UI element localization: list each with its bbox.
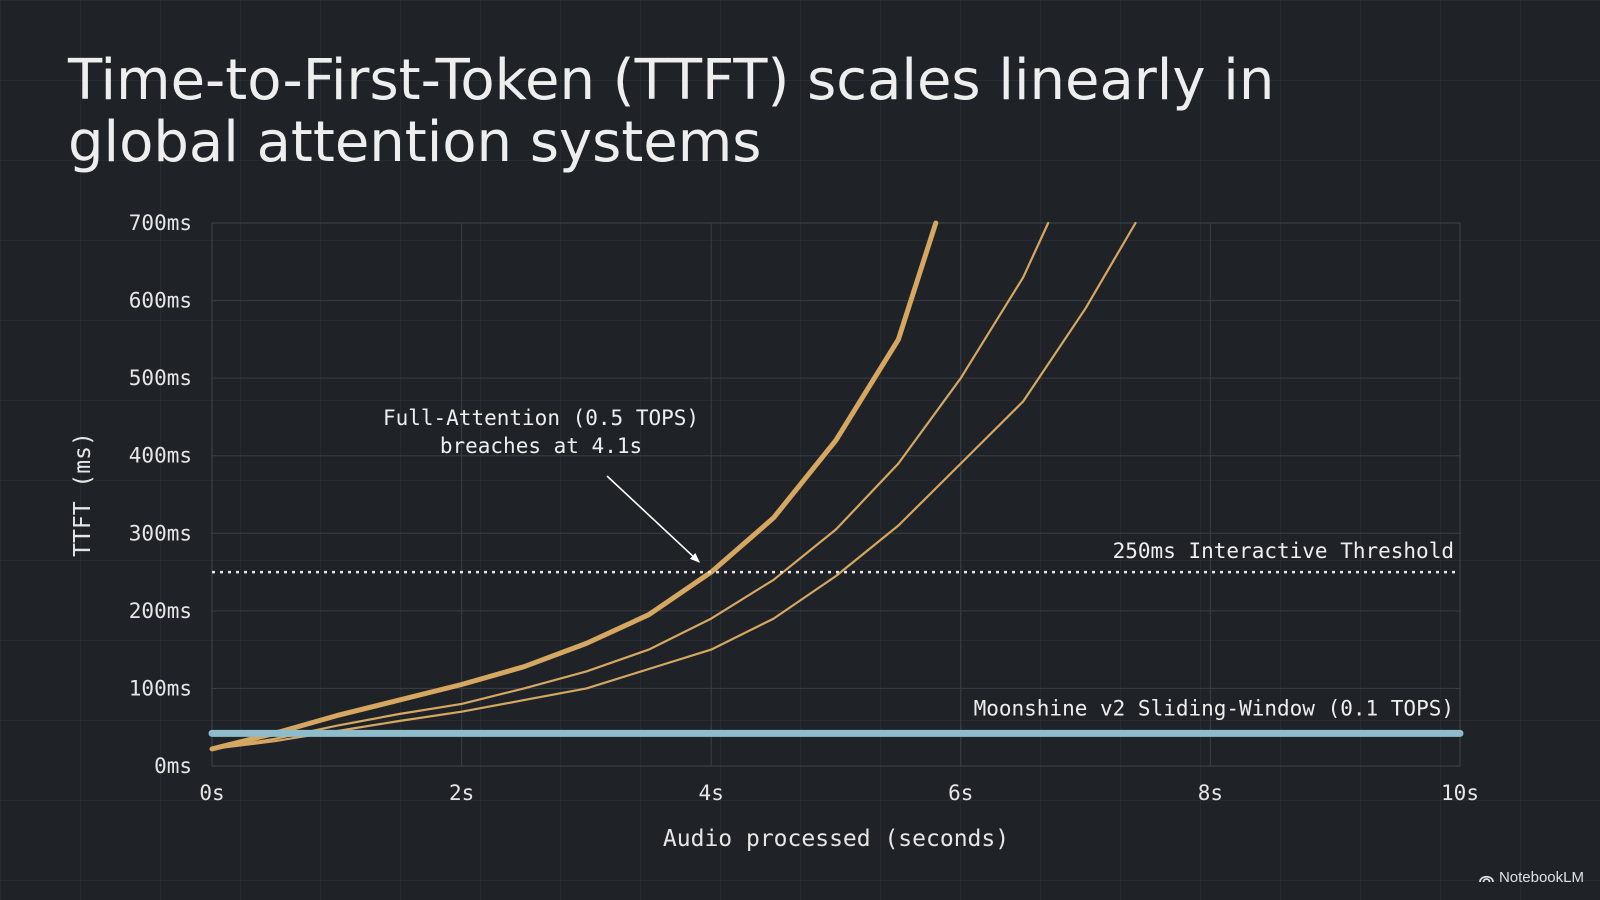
x-tick-label: 6s (948, 781, 973, 805)
grid (211, 222, 1461, 767)
annotation-line-2: breaches at 4.1s (440, 434, 642, 458)
annotations: Moonshine v2 Sliding-Window (0.1 TOPS) 25… (383, 406, 1454, 720)
x-tick-label: 8s (1198, 781, 1223, 805)
brand-name: NotebookLM (1498, 869, 1584, 886)
series-label-4: Moonshine v2 Sliding-Window (0.1 TOPS) (974, 696, 1454, 720)
x-axis-label: Audio processed (seconds) (663, 826, 1009, 852)
annotation-arrow (606, 475, 700, 563)
series-line-3 (210, 221, 1137, 750)
y-tick-label: 600ms (129, 289, 192, 313)
y-tick-label: 700ms (129, 211, 192, 235)
y-tick-label: 500ms (129, 366, 192, 390)
page-title: Time-to-First-Token (TTFT) scales linear… (68, 48, 1275, 175)
x-tick-label: 2s (449, 781, 474, 805)
y-tick-label: 0ms (154, 754, 192, 778)
y-tick-label: 300ms (129, 521, 192, 545)
x-tick-label: 10s (1441, 781, 1479, 805)
y-tick-label: 200ms (129, 599, 192, 623)
annotation-line-1: Full-Attention (0.5 TOPS) (383, 406, 699, 430)
series-line-1 (209, 220, 939, 752)
y-axis-label: TTFT (ms) (70, 432, 96, 557)
series (208, 220, 1464, 752)
notebooklm-logo-icon (1479, 875, 1494, 883)
brand-badge: NotebookLM (1479, 869, 1584, 886)
series-line-2 (210, 221, 1050, 750)
plot-frame (211, 222, 1461, 767)
x-tick-label: 0s (199, 781, 224, 805)
x-tick-label: 4s (699, 781, 724, 805)
y-tick-label: 400ms (129, 444, 192, 468)
axes: 0s 2s 4s 6s 8s 10s 0ms 100ms 200ms 300ms 400ms 500m… (70, 211, 1479, 852)
y-tick-label: 100ms (129, 676, 192, 700)
threshold-label: 250ms Interactive Threshold (1113, 539, 1454, 563)
